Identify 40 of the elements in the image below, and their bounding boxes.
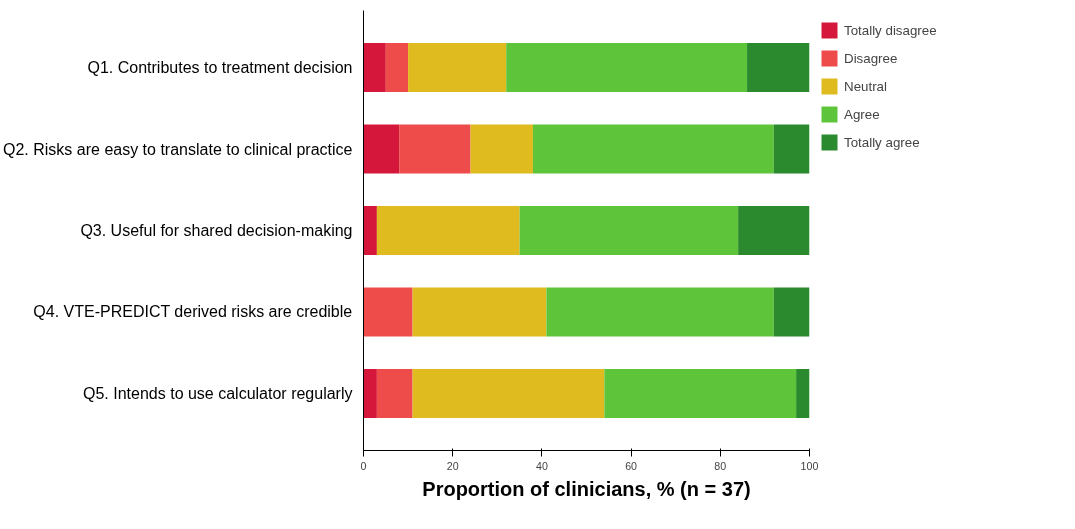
bar (604, 369, 797, 418)
legend-label: Neutral (844, 78, 887, 94)
y-tick-label: Q2. Risks are easy to translate to clinical practice (3, 140, 353, 158)
bar (363, 369, 377, 418)
bar (738, 206, 810, 255)
bar (773, 287, 810, 337)
bar (363, 287, 413, 337)
legend-label: Disagree (844, 50, 898, 66)
bar (363, 124, 400, 174)
bar (412, 287, 547, 337)
x-tick-label: 0 (360, 459, 367, 472)
bar (506, 43, 748, 92)
x-tick-label: 20 (446, 459, 459, 472)
bar (385, 43, 409, 92)
legend-label: Agree (844, 106, 880, 122)
x-tick-label: 100 (800, 459, 819, 472)
y-tick-label: Q5. Intends to use calculator regularly (83, 384, 353, 402)
bar (399, 124, 471, 174)
x-tick-label: 60 (625, 459, 638, 472)
bar (546, 287, 774, 337)
x-tick-label: 40 (535, 459, 548, 472)
y-tick-label: Q4. VTE-PREDICT derived risks are credible (33, 303, 353, 321)
bar (747, 43, 810, 92)
bar (470, 124, 533, 174)
bar (376, 369, 413, 418)
bar (773, 124, 810, 174)
bar (412, 369, 605, 418)
y-tick-label: Q3. Useful for shared decision-making (80, 222, 353, 239)
bar (408, 43, 507, 92)
legend-label: Totally agree (844, 134, 920, 150)
bar (363, 43, 386, 92)
x-axis-title: Proportion of clinicians, % (n = 37) (422, 477, 751, 500)
y-tick-label: Q1. Contributes to treatment decision (87, 59, 353, 77)
bar (532, 124, 774, 174)
bar (376, 206, 520, 255)
bar (363, 206, 377, 255)
x-tick-label: 80 (714, 459, 727, 472)
legend-label: Totally disagree (844, 22, 937, 38)
bar (519, 206, 739, 255)
bar (796, 369, 810, 418)
